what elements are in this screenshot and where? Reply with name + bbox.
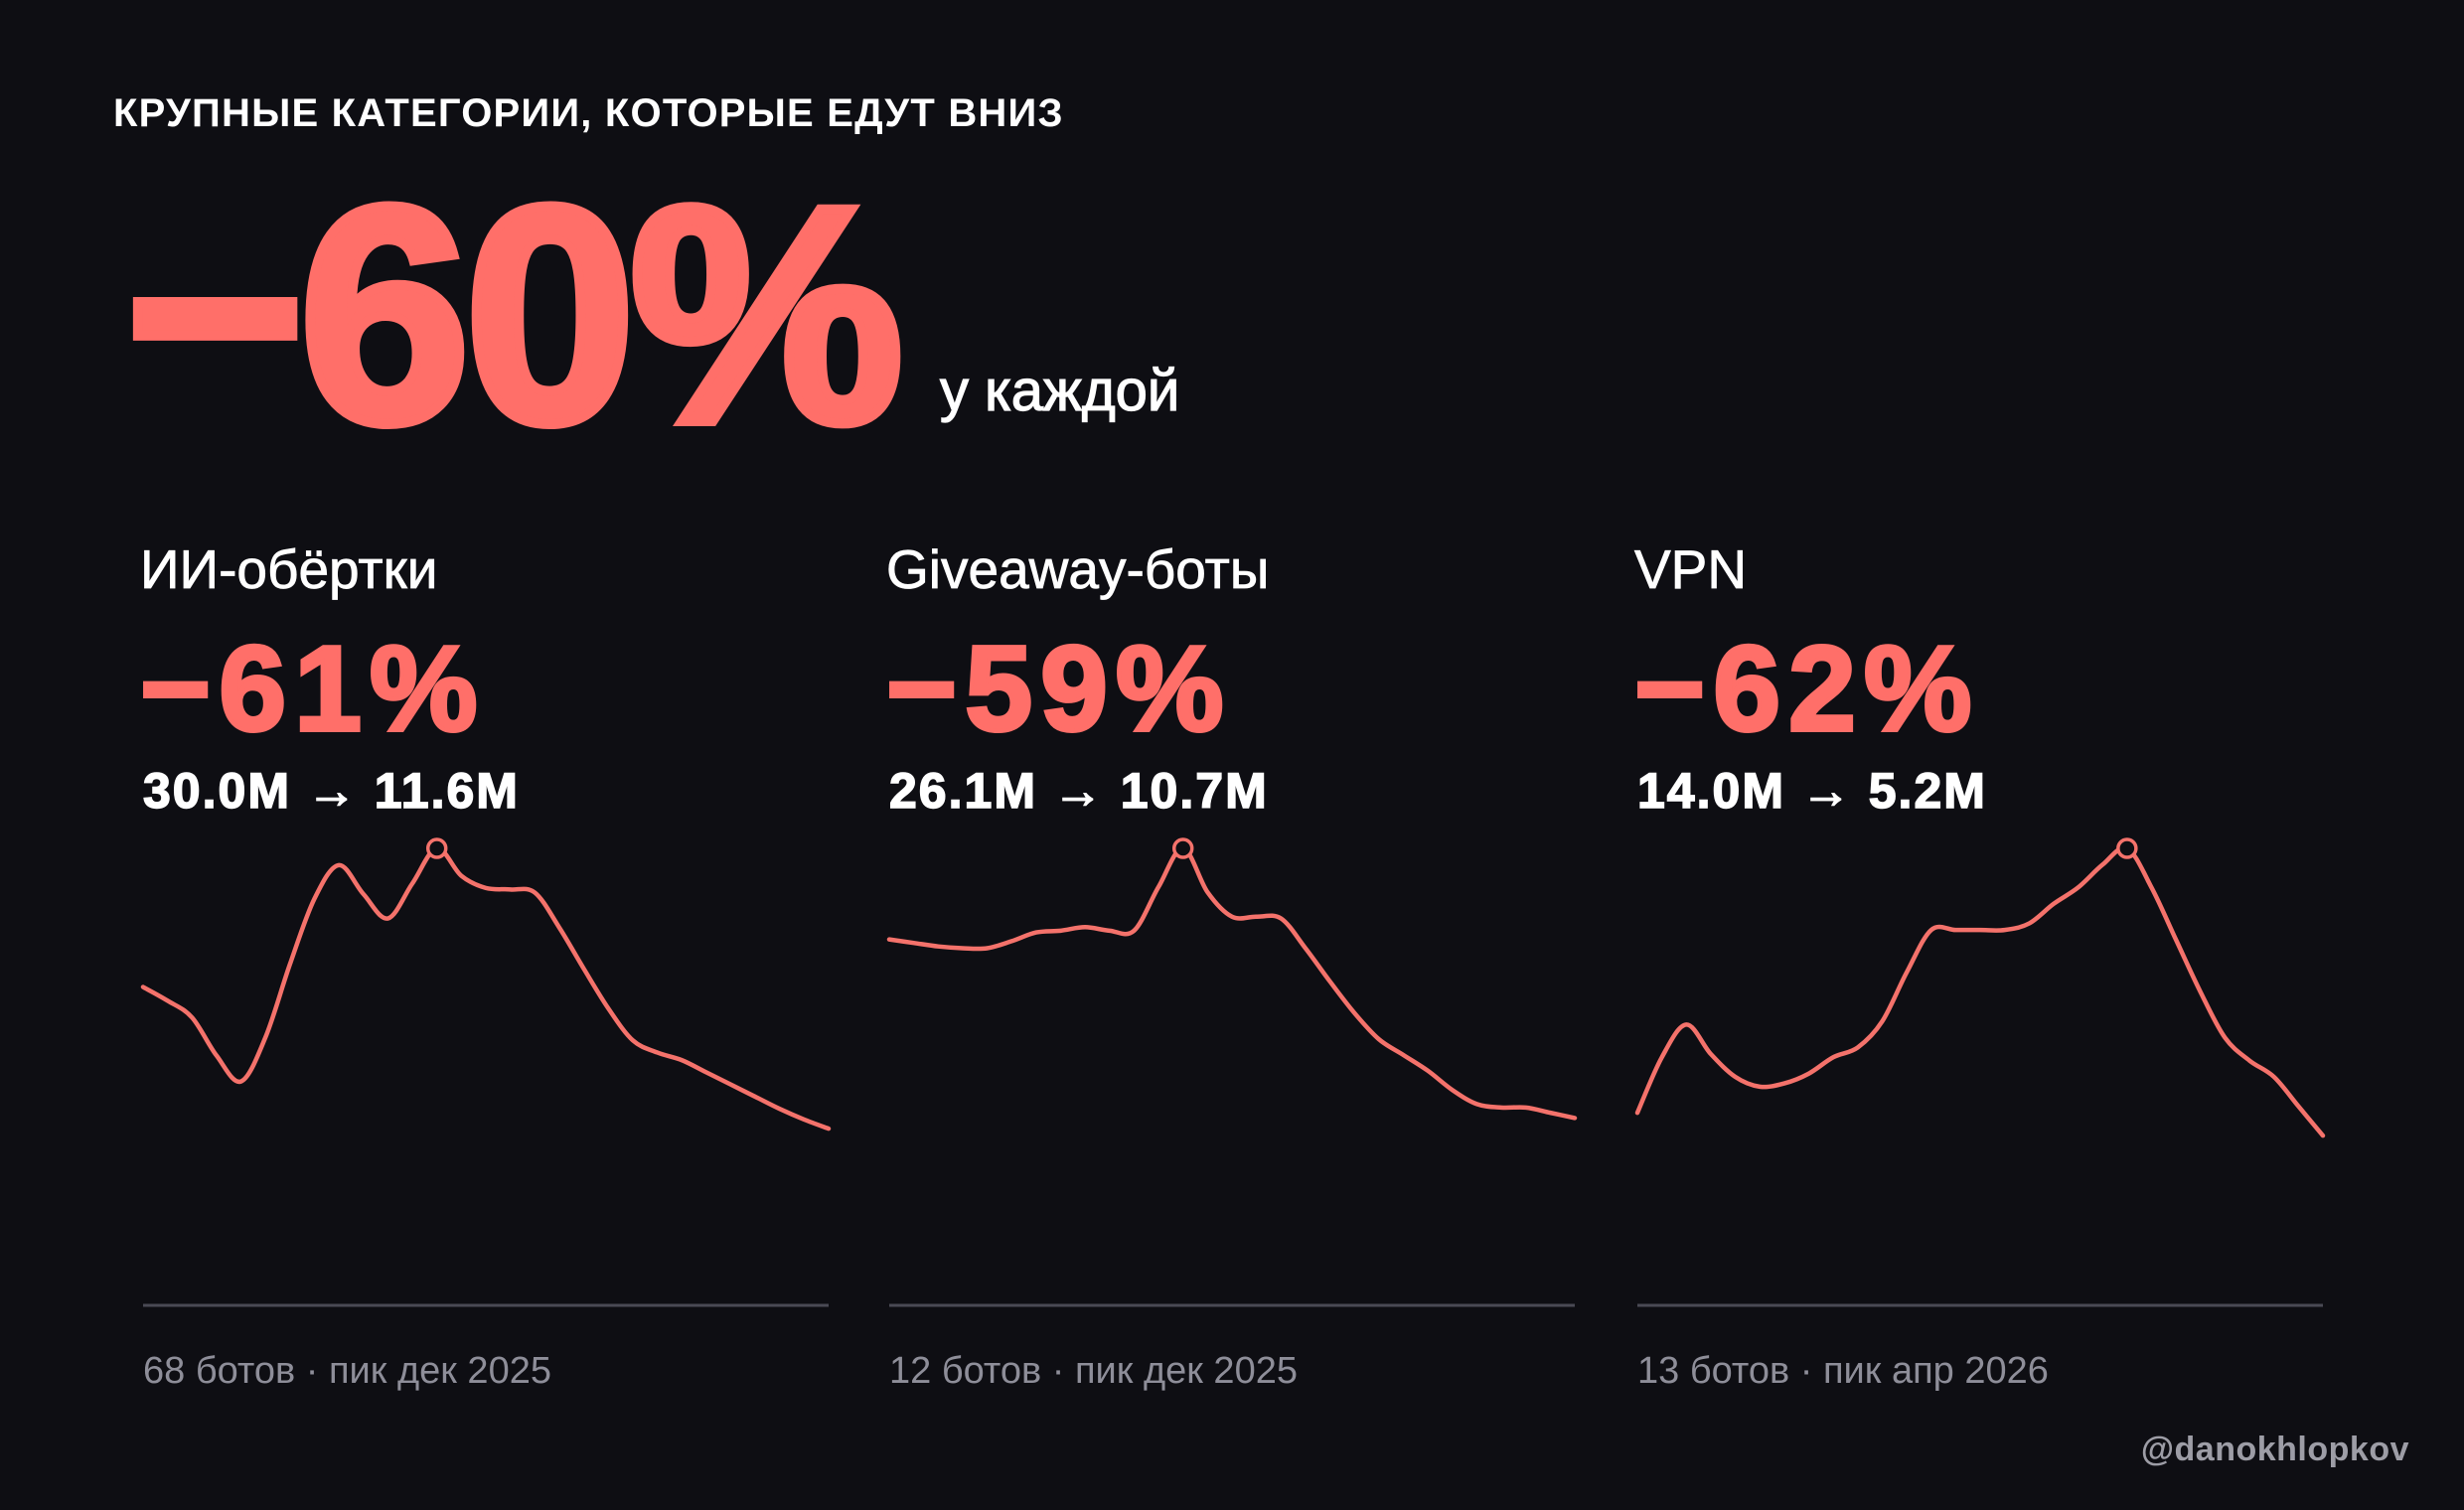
category-change: −62% [1632, 621, 1980, 756]
category-footer: 13 ботов · пик апр 2026 [1637, 1350, 2049, 1392]
category-title: VPN [1634, 538, 1748, 600]
sparkline-chart-ai-wrappers [140, 837, 832, 1307]
section-label: КРУПНЫЕ КАТЕГОРИИ, КОТОРЫЕ ЕДУТ ВНИЗ [113, 91, 1064, 135]
category-footer: 12 ботов · пик дек 2025 [889, 1350, 1298, 1392]
peak-marker [1171, 837, 1194, 859]
category-range: 30.0M → 11.6M [142, 763, 520, 819]
category-range: 26.1M → 10.7M [888, 763, 1269, 819]
series-line [1634, 845, 2326, 1138]
series-line [886, 845, 1578, 1121]
peak-marker [2116, 837, 2138, 859]
category-change: −61% [138, 621, 486, 756]
headline-suffix: у каждой [939, 359, 1180, 423]
category-range: 14.0M → 5.2M [1636, 763, 1987, 819]
category-change: −59% [884, 621, 1232, 756]
sparkline-chart-giveaway-bots [886, 837, 1578, 1307]
series-line [140, 845, 832, 1132]
category-title: Giveaway-боты [886, 538, 1270, 600]
category-card-ai-wrappers: ИИ-обёртки −61% 30.0M → 11.6M 68 ботов ·… [138, 0, 839, 1510]
headline-value: −60% [120, 142, 908, 487]
sparkline-chart-vpn [1634, 837, 2326, 1307]
category-title: ИИ-обёртки [140, 538, 438, 600]
category-card-giveaway-bots: Giveaway-боты −59% 26.1M → 10.7M 12 бото… [884, 0, 1585, 1510]
author-watermark: @danokhlopkov [2140, 1431, 2409, 1468]
category-card-vpn: VPN −62% 14.0M → 5.2M 13 ботов · пик апр… [1632, 0, 2333, 1510]
category-footer: 68 ботов · пик дек 2025 [143, 1350, 551, 1392]
peak-marker [425, 837, 448, 859]
